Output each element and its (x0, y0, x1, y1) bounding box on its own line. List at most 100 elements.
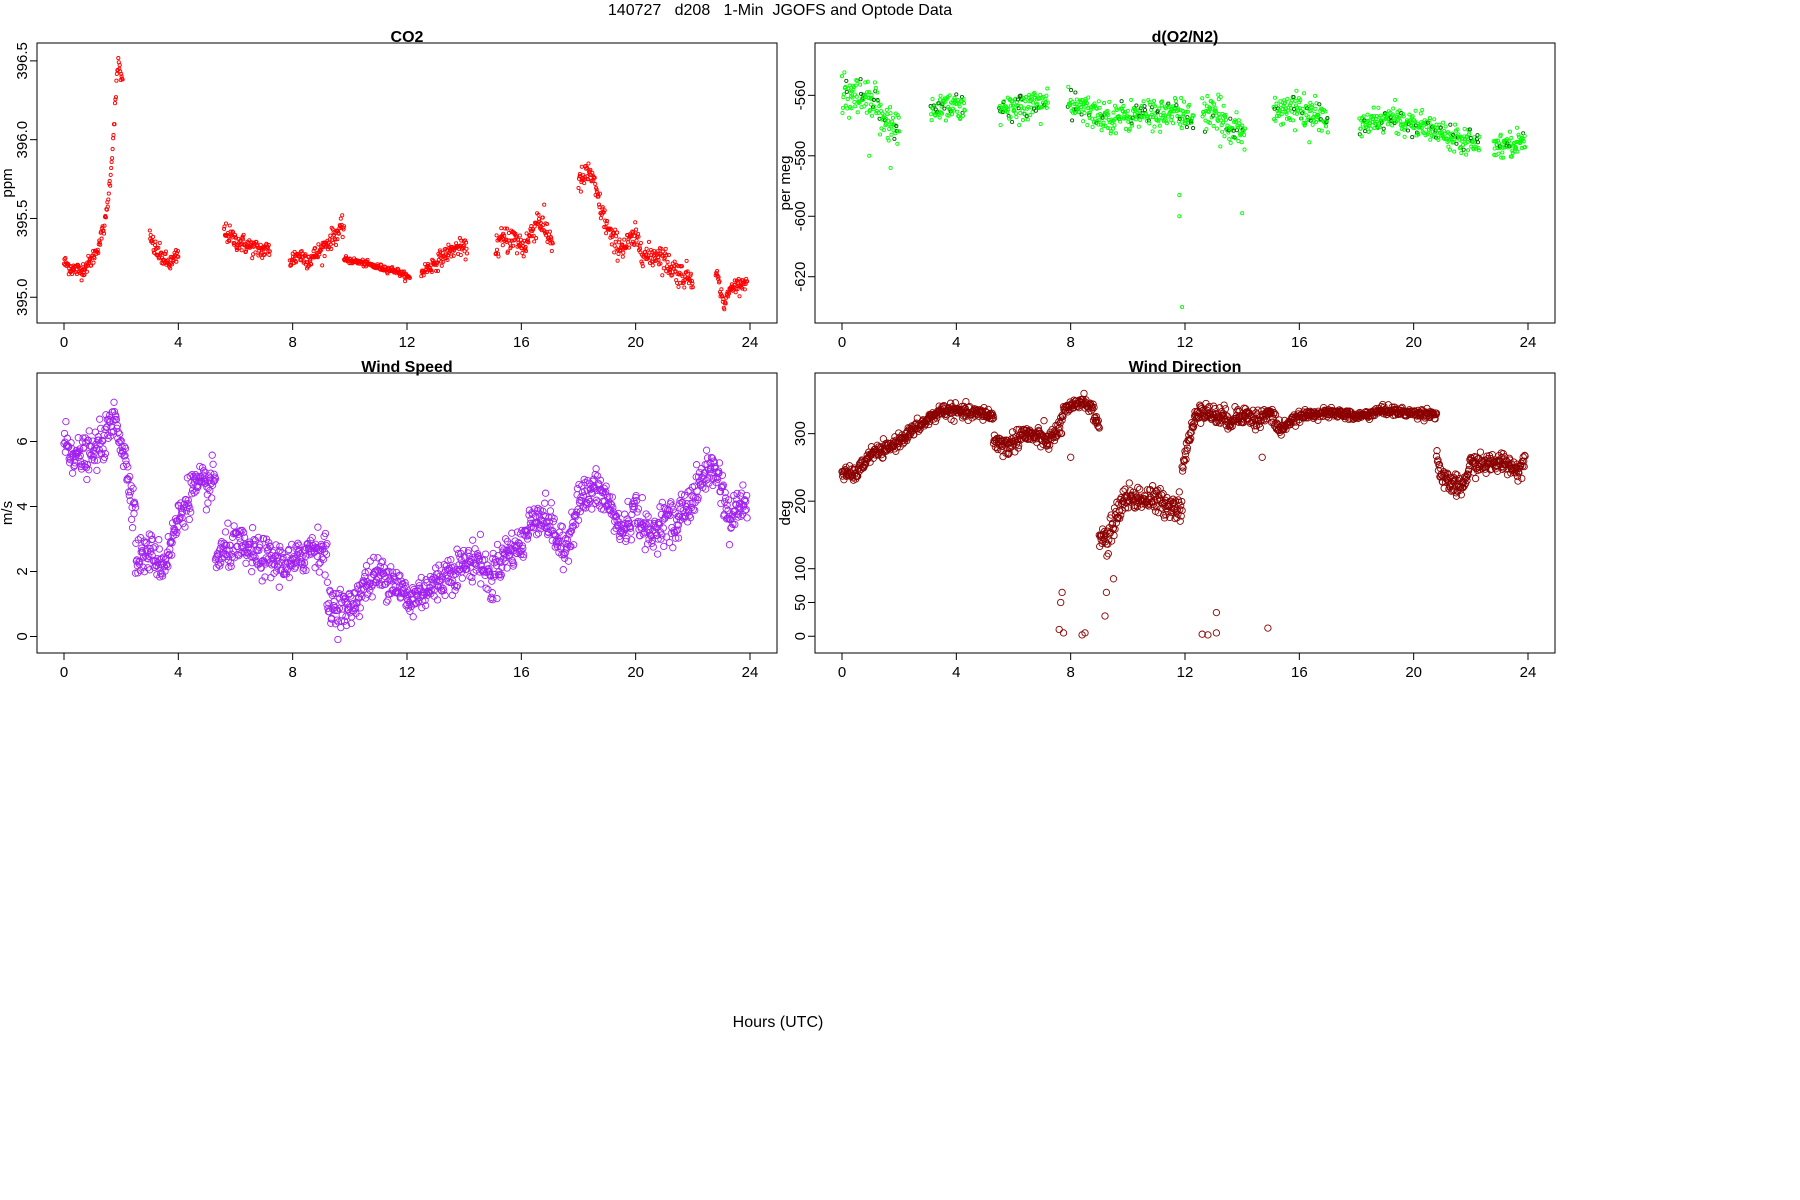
data-point (702, 485, 710, 493)
y-tick-label: 300 (792, 421, 809, 446)
data-point (863, 80, 868, 85)
data-point (246, 540, 254, 548)
data-point (624, 244, 629, 250)
data-point (1500, 145, 1505, 150)
data-point (168, 539, 176, 547)
data-point (458, 252, 463, 258)
data-point (1313, 93, 1318, 98)
data-point (684, 258, 689, 263)
data-point (387, 589, 395, 598)
data-point (683, 500, 691, 508)
data-point (597, 191, 602, 196)
data-point (365, 583, 373, 591)
data-point (1114, 107, 1119, 113)
data-point (1181, 112, 1186, 117)
data-point (845, 106, 850, 111)
data-point (1291, 95, 1296, 100)
data-point (441, 591, 449, 600)
data-point (256, 541, 264, 549)
data-point (1279, 112, 1284, 117)
data-point (449, 577, 457, 585)
data-point (888, 165, 893, 170)
data-point (1101, 529, 1109, 538)
data-point (1447, 147, 1452, 152)
data-point (1274, 101, 1279, 106)
data-point (550, 514, 558, 523)
data-point (261, 573, 269, 581)
data-point (543, 522, 551, 530)
data-point (1365, 118, 1370, 124)
data-point (1305, 104, 1310, 110)
data-point (646, 255, 651, 260)
data-point (1509, 135, 1514, 140)
data-point (1281, 121, 1286, 126)
data-point (545, 518, 554, 526)
data-point (1184, 125, 1189, 130)
data-point (151, 557, 160, 565)
data-point (626, 524, 635, 532)
data-point (520, 550, 528, 559)
data-point (1127, 127, 1132, 132)
data-point (669, 544, 677, 552)
data-point (1188, 421, 1197, 429)
data-point (128, 524, 137, 532)
data-point (1005, 449, 1013, 457)
data-point (333, 606, 342, 614)
data-point (857, 100, 862, 105)
data-point (145, 552, 153, 560)
data-point (1381, 130, 1386, 135)
data-point (1374, 120, 1380, 125)
data-point (1201, 109, 1206, 114)
data-point (853, 83, 858, 88)
data-point (1159, 490, 1167, 498)
data-point (97, 240, 102, 245)
data-point (632, 491, 640, 500)
data-point (840, 105, 846, 110)
data-point (364, 590, 372, 598)
data-point (600, 205, 605, 210)
data-point (634, 238, 639, 243)
data-point (1514, 125, 1520, 130)
data-point (1433, 447, 1441, 455)
data-point (527, 234, 532, 239)
data-point (586, 161, 591, 166)
data-point (622, 237, 627, 242)
data-point (549, 236, 554, 241)
data-point (86, 261, 91, 266)
data-point (333, 237, 338, 242)
data-point (201, 468, 209, 476)
data-point (570, 541, 578, 549)
data-point (861, 92, 866, 97)
data-point (84, 269, 89, 274)
data-point (1030, 110, 1035, 115)
data-point (109, 159, 114, 165)
data-point (1323, 124, 1329, 129)
data-point (1088, 405, 1097, 413)
data-point (134, 536, 142, 544)
data-point (123, 475, 132, 483)
data-point (1178, 467, 1187, 475)
data-point (1325, 115, 1330, 121)
data-point (931, 417, 940, 426)
data-point (1319, 128, 1324, 133)
data-point (409, 613, 417, 621)
data-point (1161, 113, 1166, 118)
data-point (445, 253, 451, 258)
data-point (704, 475, 712, 483)
data-point (521, 244, 526, 249)
data-point (322, 541, 330, 550)
data-point (1158, 129, 1163, 134)
data-point (265, 539, 273, 547)
data-point (403, 595, 411, 603)
data-point (1433, 130, 1438, 135)
data-point (337, 617, 345, 625)
y-tick-label: -600 (792, 201, 809, 231)
data-point (101, 449, 110, 458)
data-point (894, 124, 899, 129)
data-point (272, 567, 281, 575)
data-point (536, 216, 542, 222)
data-point (340, 617, 349, 625)
data-point (368, 582, 376, 591)
data-point (1108, 131, 1113, 136)
